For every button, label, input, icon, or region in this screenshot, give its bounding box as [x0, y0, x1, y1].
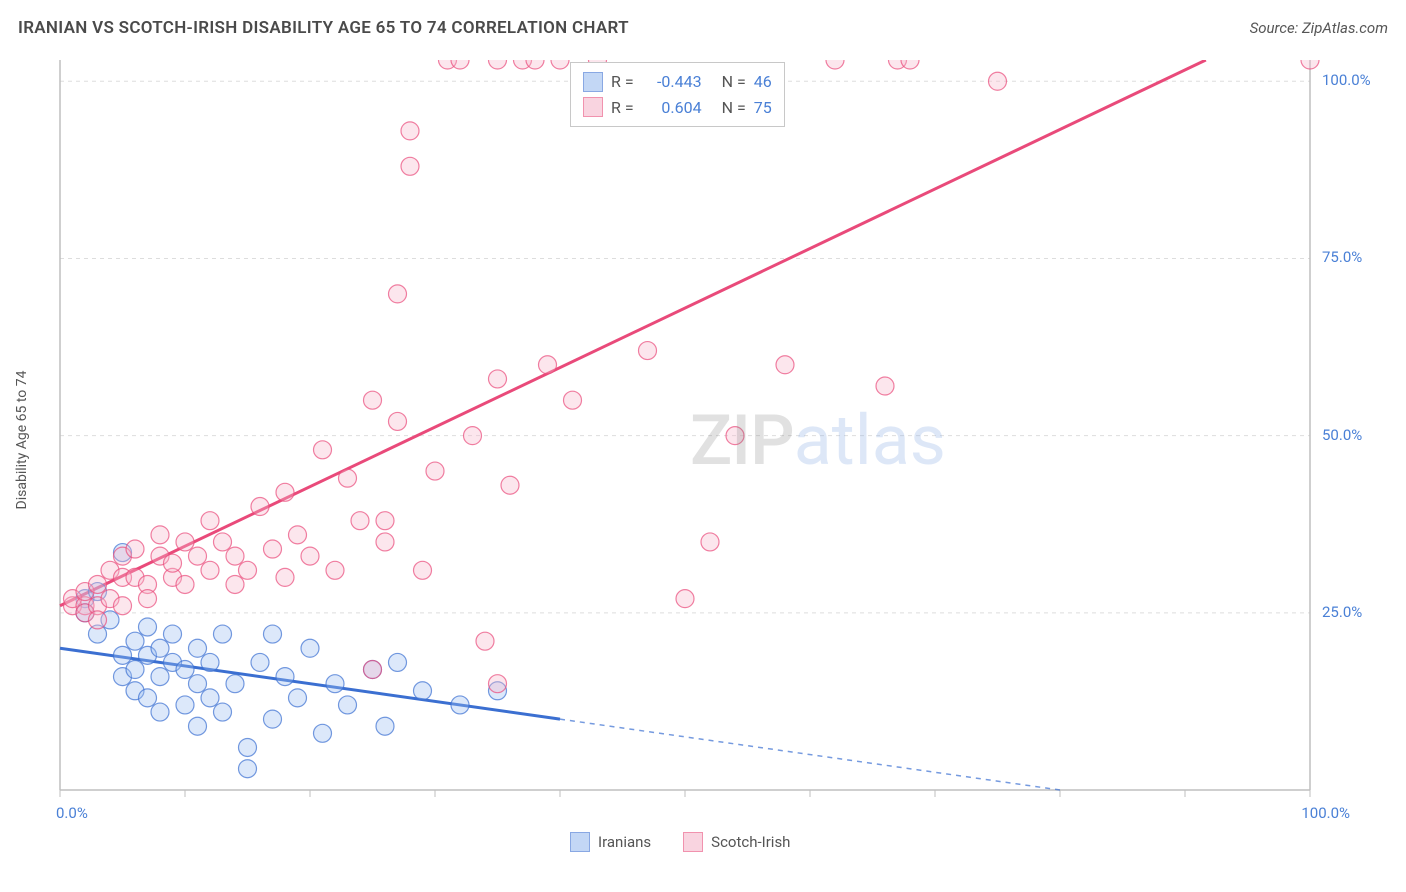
legend-swatch: [583, 97, 603, 117]
x-tick-label: 0.0%: [56, 804, 88, 822]
n-value: 75: [754, 95, 772, 121]
legend-swatch: [583, 72, 603, 92]
legend-label: Scotch-Irish: [711, 833, 790, 851]
y-tick-label: 50.0%: [1322, 426, 1362, 444]
r-label: R =: [611, 69, 634, 95]
n-label: N =: [722, 95, 746, 121]
legend-label: Iranians: [598, 833, 651, 851]
legend-row: R = -0.443 N = 46: [583, 69, 772, 95]
legend-item: Iranians: [570, 832, 651, 852]
chart-area: Disability Age 65 to 74 ZIPatlas R =-0.4…: [50, 60, 1360, 820]
r-value: 0.604: [642, 95, 702, 121]
source-attribution: Source: ZipAtlas.com: [1250, 19, 1388, 37]
scatter-plot: [50, 60, 1360, 820]
legend-row: R = 0.604 N = 75: [583, 95, 772, 121]
y-axis-label: Disability Age 65 to 74: [14, 371, 30, 510]
legend-swatch: [683, 832, 703, 852]
legend-swatch: [570, 832, 590, 852]
r-value: -0.443: [642, 69, 702, 95]
x-tick-label: 100.0%: [1301, 804, 1350, 822]
correlation-legend: R = -0.443 N = 46 R = 0.604 N = 75: [570, 62, 785, 127]
chart-title: IRANIAN VS SCOTCH-IRISH DISABILITY AGE 6…: [18, 18, 629, 38]
n-value: 46: [754, 69, 772, 95]
legend-item: Scotch-Irish: [683, 832, 790, 852]
series-legend: Iranians Scotch-Irish: [570, 832, 790, 852]
y-tick-label: 75.0%: [1322, 248, 1362, 266]
y-tick-label: 100.0%: [1322, 71, 1371, 89]
r-label: R =: [611, 95, 634, 121]
y-tick-label: 25.0%: [1322, 603, 1362, 621]
n-label: N =: [722, 69, 746, 95]
chart-header: IRANIAN VS SCOTCH-IRISH DISABILITY AGE 6…: [18, 18, 1388, 38]
